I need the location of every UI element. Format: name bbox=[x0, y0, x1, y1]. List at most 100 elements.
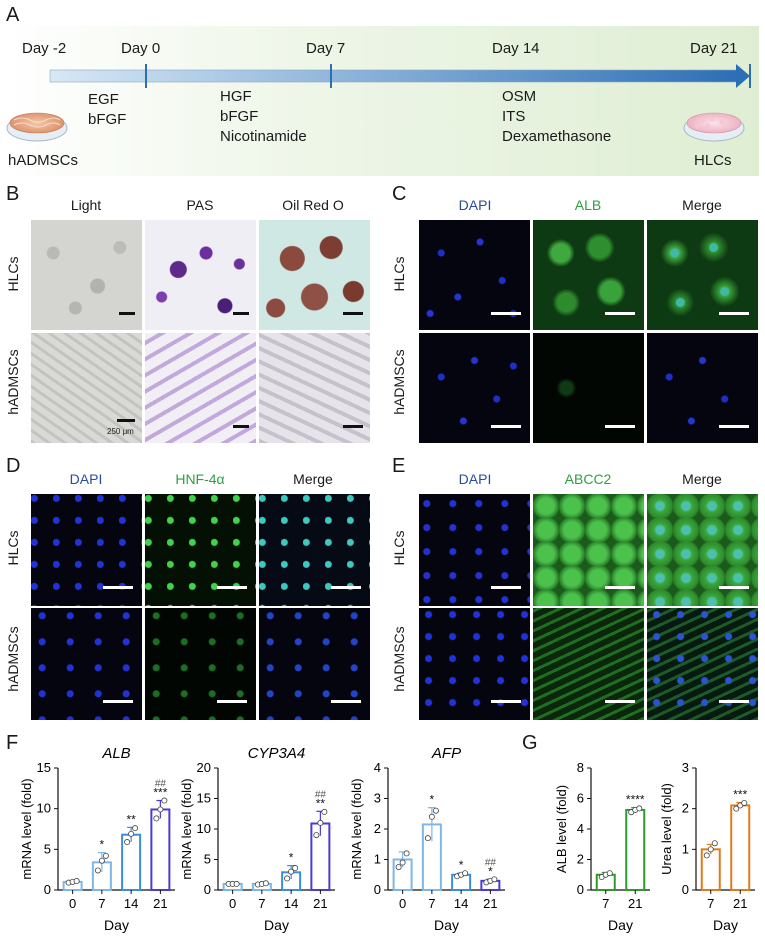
data-point bbox=[606, 870, 613, 877]
data-point bbox=[98, 857, 105, 864]
chart-title: ALB bbox=[101, 745, 130, 762]
data-point bbox=[94, 867, 101, 874]
x-tick-label: 21 bbox=[733, 896, 747, 911]
e-col-merge: Merge bbox=[682, 471, 722, 487]
stage3-factor-osm: OSM bbox=[502, 88, 537, 105]
c-image-merge-hadmscs bbox=[647, 333, 758, 443]
c-row-hadmscs: hADMSCs bbox=[391, 349, 407, 415]
chart-title: CYP3A4 bbox=[248, 745, 306, 762]
e-image-merge-hadmscs bbox=[647, 608, 758, 720]
y-axis-label: ALB level (fold) bbox=[555, 785, 569, 873]
significance-label: *** bbox=[153, 786, 167, 800]
y-tick-label: 20 bbox=[197, 760, 211, 775]
panel-label-a: A bbox=[6, 4, 20, 26]
c-col-merge: Merge bbox=[682, 197, 722, 213]
y-tick-label: 6 bbox=[577, 791, 584, 806]
y-tick-label: 0 bbox=[577, 882, 584, 897]
significance-label: **** bbox=[626, 793, 645, 807]
e-image-abcc2-hadmscs bbox=[533, 608, 644, 720]
b-image-oilredo-hadmscs bbox=[259, 333, 370, 443]
end-cells-label: HLCs bbox=[694, 152, 732, 169]
stage2-factor-bfgf: bFGF bbox=[220, 108, 259, 125]
data-point bbox=[73, 878, 80, 885]
e-image-abcc2-hlcs bbox=[533, 494, 644, 606]
d-col-hnf4a: HNF-4α bbox=[175, 471, 225, 487]
e-row-hadmscs: hADMSCs bbox=[391, 626, 407, 692]
b-image-pas-hlcs bbox=[145, 220, 256, 330]
b-row-hlcs: HLCs bbox=[5, 256, 21, 292]
y-tick-label: 5 bbox=[44, 841, 51, 856]
data-point bbox=[462, 870, 469, 877]
y-tick-label: 3 bbox=[374, 791, 381, 806]
timeline-arrow bbox=[6, 64, 751, 142]
data-point bbox=[428, 813, 435, 820]
start-cells-label: hADMSCs bbox=[8, 152, 79, 169]
data-point bbox=[284, 875, 291, 882]
y-tick-label: 1 bbox=[682, 841, 689, 856]
x-tick-label: 14 bbox=[284, 896, 298, 911]
bar bbox=[625, 808, 646, 891]
x-tick-label: 14 bbox=[124, 896, 138, 911]
x-tick-label: 7 bbox=[428, 896, 435, 911]
b-col-oilredo: Oil Red O bbox=[282, 197, 344, 213]
d-row-hlcs: HLCs bbox=[5, 530, 21, 566]
data-point bbox=[102, 852, 109, 859]
data-point bbox=[124, 839, 131, 846]
c-row-hlcs: HLCs bbox=[391, 256, 407, 292]
b-col-light: Light bbox=[70, 197, 102, 213]
y-tick-label: 0 bbox=[374, 882, 381, 897]
data-point bbox=[292, 865, 299, 872]
d-image-dapi-hadmscs bbox=[31, 608, 142, 720]
data-point bbox=[424, 835, 431, 842]
data-point bbox=[703, 852, 710, 859]
e-col-dapi: DAPI bbox=[458, 471, 492, 487]
stage3-factor-dexamethasone: Dexamethasone bbox=[502, 128, 612, 145]
panel-label-d: D bbox=[6, 455, 21, 477]
day-label-7: Day 7 bbox=[306, 40, 346, 57]
c-image-dapi-hlcs bbox=[419, 220, 530, 330]
c-col-alb: ALB bbox=[574, 197, 602, 213]
c-image-alb-hlcs bbox=[533, 220, 644, 330]
chart-alb-protein: 0 2 4 6 8 ALB level (fold) 7 **** 21 Day bbox=[555, 760, 650, 933]
y-tick-label: 1 bbox=[374, 852, 381, 867]
data-point bbox=[153, 815, 160, 822]
e-image-dapi-hadmscs bbox=[419, 608, 530, 720]
d-col-merge: Merge bbox=[293, 471, 333, 487]
data-point bbox=[491, 876, 498, 883]
stage2-factor-nicotinamide: Nicotinamide bbox=[220, 128, 307, 145]
chart-urea: 0 1 2 3 Urea level (fold) 7 *** 21 Day bbox=[660, 760, 755, 933]
significance-label-2: ## bbox=[485, 857, 497, 868]
x-tick-label: 21 bbox=[313, 896, 327, 911]
x-axis-label: Day bbox=[104, 917, 129, 933]
y-tick-label: 8 bbox=[577, 760, 584, 775]
day-label-minus2: Day -2 bbox=[22, 40, 67, 57]
significance-label-2: ## bbox=[315, 789, 327, 800]
day-label-14: Day 14 bbox=[492, 40, 540, 57]
y-tick-label: 4 bbox=[374, 760, 381, 775]
x-tick-label: 21 bbox=[483, 896, 497, 911]
d-col-dapi: DAPI bbox=[69, 471, 103, 487]
x-tick-label: 21 bbox=[153, 896, 167, 911]
significance-label: * bbox=[459, 858, 464, 872]
x-tick-label: 7 bbox=[98, 896, 105, 911]
e-row-hlcs: HLCs bbox=[391, 530, 407, 566]
y-axis-label: mRNA level (fold) bbox=[180, 778, 194, 879]
x-tick-label: 7 bbox=[707, 896, 714, 911]
x-axis-label: Day bbox=[608, 917, 633, 933]
b-image-light-hlcs bbox=[31, 220, 142, 330]
y-tick-label: 2 bbox=[577, 852, 584, 867]
b-image-light-hadmscs: 250 μm bbox=[31, 333, 142, 443]
stage2-factor-hgf: HGF bbox=[220, 88, 252, 105]
significance-label: ** bbox=[316, 796, 326, 810]
data-point bbox=[262, 880, 269, 887]
x-tick-label: 0 bbox=[399, 896, 406, 911]
significance-label: ** bbox=[126, 812, 136, 826]
e-col-abcc2: ABCC2 bbox=[564, 471, 612, 487]
data-point bbox=[733, 805, 740, 812]
day-label-21: Day 21 bbox=[690, 40, 738, 57]
chart-title: AFP bbox=[431, 745, 461, 762]
significance-label: * bbox=[100, 838, 105, 852]
data-point bbox=[636, 805, 643, 812]
